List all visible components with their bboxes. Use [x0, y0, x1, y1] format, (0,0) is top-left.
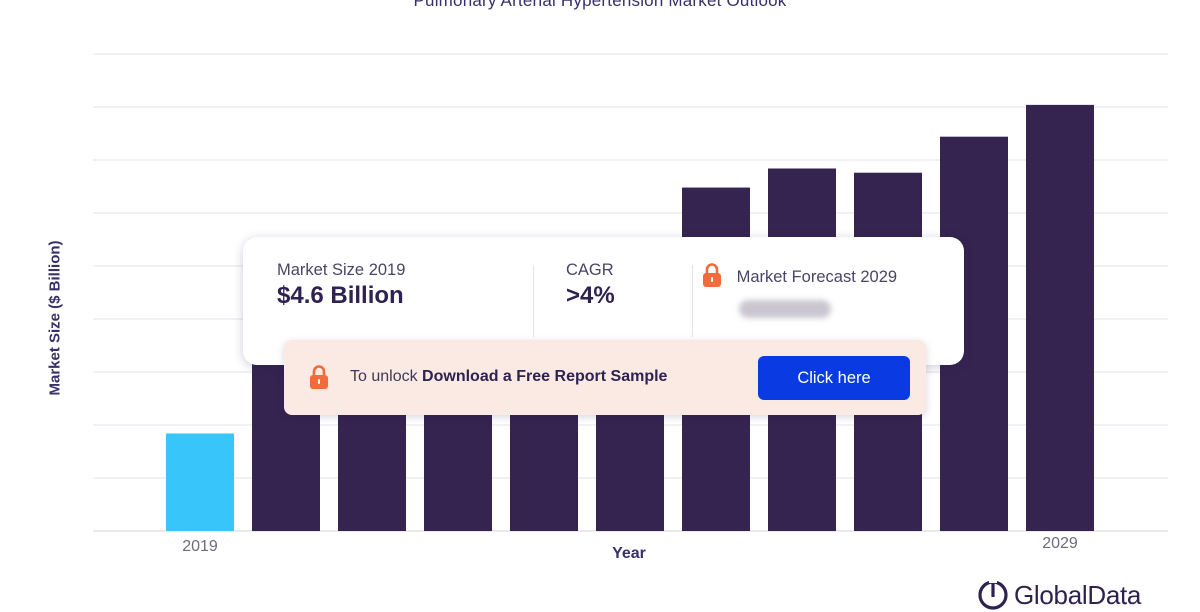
bar-2019 — [166, 433, 234, 531]
unlock-prefix: To unlock — [350, 368, 423, 385]
market-size-value: $4.6 Billion — [277, 282, 404, 309]
market-size-stat: Market Size 2019 $4.6 Billion — [277, 261, 405, 310]
forecast-row: Market Forecast 2029 — [702, 262, 897, 293]
unlock-text: To unlock Download a Free Report Sample — [350, 368, 667, 386]
unlock-link-text[interactable]: Download a Free Report Sample — [422, 368, 668, 385]
stat-divider — [533, 265, 534, 337]
forecast-stat[interactable]: Market Forecast 2029 $$$$,$$$ — [702, 262, 897, 318]
forecast-label: Market Forecast 2029 — [736, 267, 898, 286]
globaldata-logo-icon — [978, 579, 1008, 610]
cagr-label: CAGR — [566, 261, 614, 279]
click-here-button[interactable]: Click here — [758, 356, 910, 400]
x-tick-label: 2029 — [1042, 535, 1078, 552]
globaldata-logo: GlobalData — [976, 578, 1141, 612]
chart-title: Pulmonary Arterial Hypertension Market O… — [413, 0, 787, 10]
cagr-value: >4% — [566, 282, 615, 309]
cagr-stat: CAGR >4% — [566, 261, 615, 310]
unlock-banner: To unlock Download a Free Report Sample … — [284, 340, 926, 415]
market-size-label: Market Size 2019 — [277, 261, 406, 279]
y-axis-label: Market Size ($ Billion) — [46, 240, 64, 396]
stat-divider — [692, 265, 693, 337]
lock-icon — [309, 364, 329, 395]
lock-icon — [702, 262, 722, 293]
x-tick-label: 2019 — [182, 538, 218, 555]
bar-2029 — [1026, 104, 1094, 531]
x-axis-label: Year — [612, 545, 646, 562]
forecast-value-blurred: $$$$,$$$ — [739, 300, 831, 318]
globaldata-logo-text: GlobalData — [1014, 579, 1142, 610]
